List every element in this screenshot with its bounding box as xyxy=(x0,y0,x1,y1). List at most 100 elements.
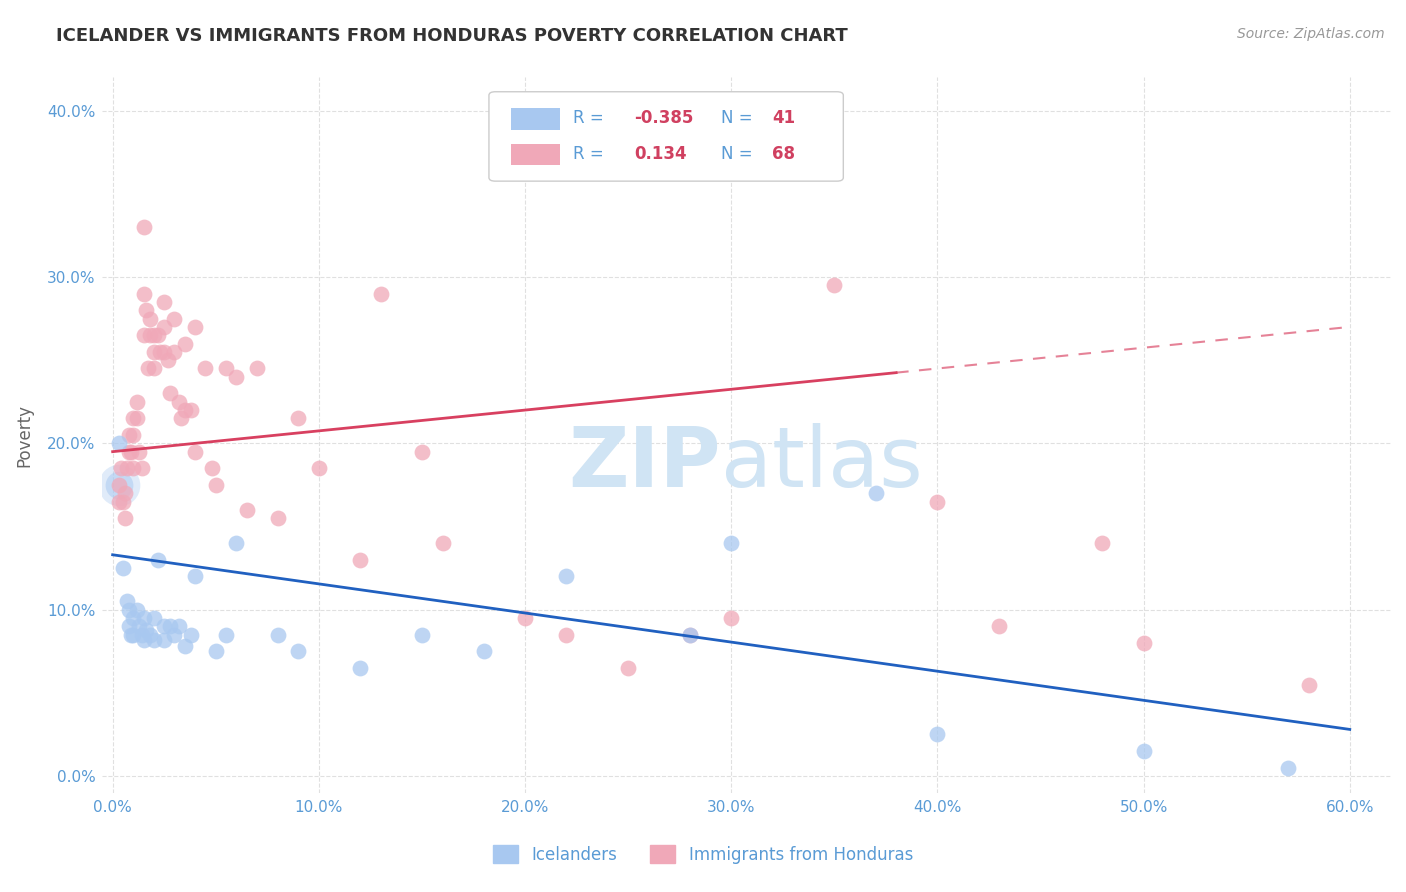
Point xyxy=(823,278,845,293)
Point xyxy=(159,386,181,401)
Point xyxy=(127,602,149,616)
FancyBboxPatch shape xyxy=(510,108,560,129)
Text: 41: 41 xyxy=(772,109,796,128)
Point xyxy=(108,436,131,450)
Point xyxy=(173,640,195,654)
Text: 0.134: 0.134 xyxy=(634,145,688,163)
Point xyxy=(167,619,190,633)
Point xyxy=(108,478,131,492)
Text: ICELANDER VS IMMIGRANTS FROM HONDURAS POVERTY CORRELATION CHART: ICELANDER VS IMMIGRANTS FROM HONDURAS PO… xyxy=(56,27,848,45)
Point xyxy=(122,461,145,475)
Point xyxy=(111,494,134,508)
Text: 68: 68 xyxy=(772,145,796,163)
Point xyxy=(1298,677,1320,691)
Point xyxy=(139,328,162,343)
Point xyxy=(173,403,195,417)
Point xyxy=(988,619,1011,633)
Legend: Icelanders, Immigrants from Honduras: Icelanders, Immigrants from Honduras xyxy=(486,838,920,871)
Point xyxy=(194,361,217,376)
Point xyxy=(139,627,162,641)
Point xyxy=(142,611,165,625)
Point xyxy=(108,478,131,492)
Point xyxy=(411,627,433,641)
Text: R =: R = xyxy=(572,109,603,128)
Point xyxy=(132,632,155,647)
Text: atlas: atlas xyxy=(721,423,922,504)
Point xyxy=(163,627,186,641)
Point xyxy=(225,369,247,384)
Point xyxy=(266,511,288,525)
Point xyxy=(132,611,155,625)
Point xyxy=(287,644,309,658)
Point xyxy=(142,361,165,376)
Text: N =: N = xyxy=(721,109,752,128)
Point xyxy=(128,619,150,633)
Point xyxy=(115,594,138,608)
Text: Source: ZipAtlas.com: Source: ZipAtlas.com xyxy=(1237,27,1385,41)
Point xyxy=(136,361,159,376)
Point xyxy=(159,619,181,633)
Point xyxy=(108,478,131,492)
Point xyxy=(184,569,207,583)
Point xyxy=(108,494,131,508)
Point xyxy=(173,336,195,351)
Point xyxy=(184,320,207,334)
Point xyxy=(120,627,142,641)
Point xyxy=(153,295,176,310)
Point xyxy=(153,320,176,334)
Point xyxy=(122,611,145,625)
FancyBboxPatch shape xyxy=(510,144,560,165)
Point xyxy=(135,303,157,318)
Point xyxy=(720,611,742,625)
Text: N =: N = xyxy=(721,145,752,163)
Point xyxy=(370,286,392,301)
Point xyxy=(132,328,155,343)
Point xyxy=(287,411,309,425)
Point xyxy=(720,536,742,550)
Point xyxy=(139,311,162,326)
Point xyxy=(308,461,330,475)
Point xyxy=(1132,744,1154,758)
Point xyxy=(215,627,238,641)
Point xyxy=(513,611,536,625)
Point xyxy=(146,328,169,343)
Point xyxy=(617,661,640,675)
FancyBboxPatch shape xyxy=(489,92,844,181)
Point xyxy=(115,461,138,475)
Point xyxy=(110,461,132,475)
Point xyxy=(163,344,186,359)
Point xyxy=(555,569,578,583)
Point xyxy=(132,286,155,301)
Point xyxy=(127,394,149,409)
Point xyxy=(1132,636,1154,650)
Point xyxy=(118,428,141,442)
Point xyxy=(927,494,949,508)
Point xyxy=(142,328,165,343)
Point xyxy=(1277,761,1299,775)
Point xyxy=(153,619,176,633)
Point xyxy=(927,727,949,741)
Text: ZIP: ZIP xyxy=(568,423,721,504)
Point xyxy=(679,627,702,641)
Point xyxy=(149,344,172,359)
Point xyxy=(865,486,887,500)
Point xyxy=(114,486,136,500)
Point xyxy=(118,602,141,616)
Point xyxy=(349,661,371,675)
Point xyxy=(432,536,454,550)
Point xyxy=(201,461,224,475)
Point xyxy=(157,353,180,368)
Point xyxy=(266,627,288,641)
Point xyxy=(128,444,150,458)
Point xyxy=(153,632,176,647)
Point xyxy=(235,503,257,517)
Point xyxy=(1091,536,1114,550)
Point xyxy=(679,627,702,641)
Point xyxy=(167,394,190,409)
Point xyxy=(204,644,226,658)
Point xyxy=(111,561,134,575)
Point xyxy=(349,553,371,567)
Text: -0.385: -0.385 xyxy=(634,109,695,128)
Point xyxy=(472,644,495,658)
Point xyxy=(204,478,226,492)
